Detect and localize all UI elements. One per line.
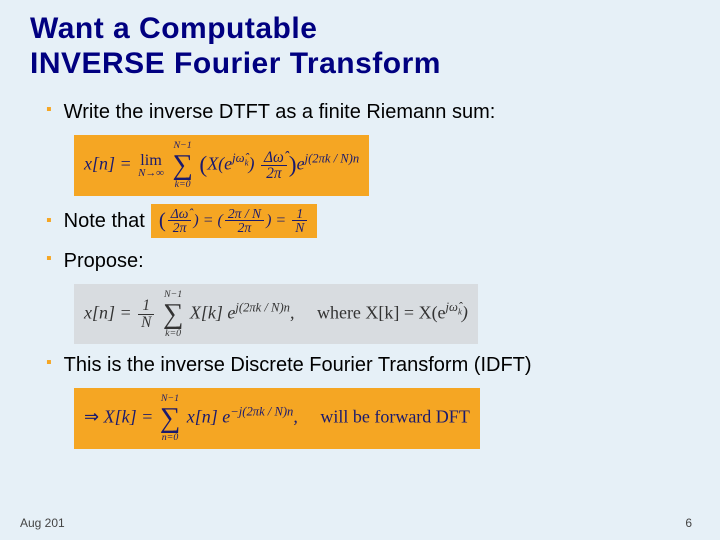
f2-ad: 2π (168, 221, 192, 235)
sigma-icon: ∑ (172, 151, 193, 180)
lim-cond: N→∞ (138, 168, 164, 179)
f1-Xa: X(e (207, 153, 232, 173)
arrow-icon: ⇒ (84, 407, 99, 427)
f2-eq2: ) = (266, 211, 286, 228)
f2-cd: N (292, 221, 307, 235)
sigma-icon: ∑ (160, 404, 181, 433)
f3-where: where X[k] = X(e (317, 302, 446, 322)
f3-xk: X[k] e (190, 302, 235, 322)
sum2-bot: k=0 (163, 329, 184, 339)
page-number: 6 (685, 516, 692, 530)
f2-p1: ( (159, 209, 166, 232)
frac-dw-2pi: Δω̂ 2π (261, 150, 287, 182)
f2-eq1: ) = ( (193, 211, 222, 228)
sum3-bot: n=0 (160, 433, 181, 443)
f4-xn: x[n] e (187, 407, 231, 427)
f2-an: Δω̂ (168, 207, 192, 222)
f4-exp: −j(2πk / N)n (230, 405, 293, 419)
f3-we: jω̂ (446, 300, 458, 314)
f2-bn: 2π / N (225, 207, 264, 222)
f1-den: 2π (261, 166, 287, 181)
sum-symbol-3: N−1 ∑ n=0 (160, 394, 181, 443)
f3-exp: j(2πk / N)n (235, 300, 290, 314)
frac-c: 1N (292, 207, 307, 235)
paren-close: ) (289, 152, 297, 178)
f3-lhs: x[n] = (84, 302, 132, 322)
f1-num: Δω̂ (261, 150, 287, 166)
sigma-icon: ∑ (163, 300, 184, 329)
formula-propose: x[n] = 1 N N−1 ∑ k=0 X[k] ej(2πk / N)n, … (74, 284, 478, 345)
bullet-4-text: This is the inverse Discrete Fourier Tra… (64, 352, 532, 378)
bullet-icon: ▪ (46, 210, 52, 232)
bullet-2: ▪ Note that (Δω̂2π) = (2π / N2π) = 1N (46, 204, 690, 238)
bullet-icon: ▪ (46, 99, 52, 121)
formula-forward-dft: ⇒ X[k] = N−1 ∑ n=0 x[n] e−j(2πk / N)n, w… (74, 388, 480, 449)
formula-note: (Δω̂2π) = (2π / N2π) = 1N (151, 204, 317, 238)
f4-lhs: X[k] = (99, 407, 153, 427)
limit-symbol: lim N→∞ (138, 152, 164, 179)
bullet-icon: ▪ (46, 352, 52, 374)
sum-symbol-2: N−1 ∑ k=0 (163, 290, 184, 339)
f1-lhs: x[n] = (84, 153, 132, 173)
lim-word: lim (138, 152, 164, 168)
frac-a: Δω̂2π (168, 207, 192, 235)
bullet-3-text: Propose: (64, 248, 144, 274)
f3-den: N (138, 315, 154, 330)
formula-riemann-sum: x[n] = lim N→∞ N−1 ∑ k=0 (X(ejω̂k) Δω̂ 2… (74, 135, 369, 196)
bullet-2-text: Note that (64, 208, 145, 234)
f4-comma: , (293, 407, 298, 427)
bullet-icon: ▪ (46, 248, 52, 270)
f1-exp2: j(2πk / N)n (305, 151, 360, 165)
bullet-1: ▪ Write the inverse DTFT as a finite Rie… (46, 99, 690, 125)
slide-title: Want a Computable INVERSE Fourier Transf… (0, 0, 720, 91)
f3-wc: ) (462, 302, 468, 322)
footer-date: Aug 201 (20, 516, 65, 530)
bullet-1-text: Write the inverse DTFT as a finite Riema… (64, 99, 496, 125)
f3-comma: , (290, 302, 295, 322)
sum1-bot: k=0 (172, 180, 193, 190)
frac-1N: 1 N (138, 298, 154, 330)
f1-close1: ) (249, 153, 255, 173)
title-line-1: Want a Computable (30, 12, 317, 45)
f1-e: e (297, 153, 305, 173)
slide-content: ▪ Write the inverse DTFT as a finite Rie… (0, 91, 720, 457)
f3-num: 1 (138, 298, 154, 314)
frac-b: 2π / N2π (225, 207, 264, 235)
bullet-3: ▪ Propose: (46, 248, 690, 274)
f2-cn: 1 (292, 207, 307, 222)
sum-symbol-1: N−1 ∑ k=0 (172, 141, 193, 190)
f2-bd: 2π (225, 221, 264, 235)
title-line-2: INVERSE Fourier Transform (30, 47, 441, 80)
bullet-4: ▪ This is the inverse Discrete Fourier T… (46, 352, 690, 378)
f1-exp1: jω̂ (232, 151, 244, 165)
f4-tail: will be forward DFT (320, 407, 469, 427)
